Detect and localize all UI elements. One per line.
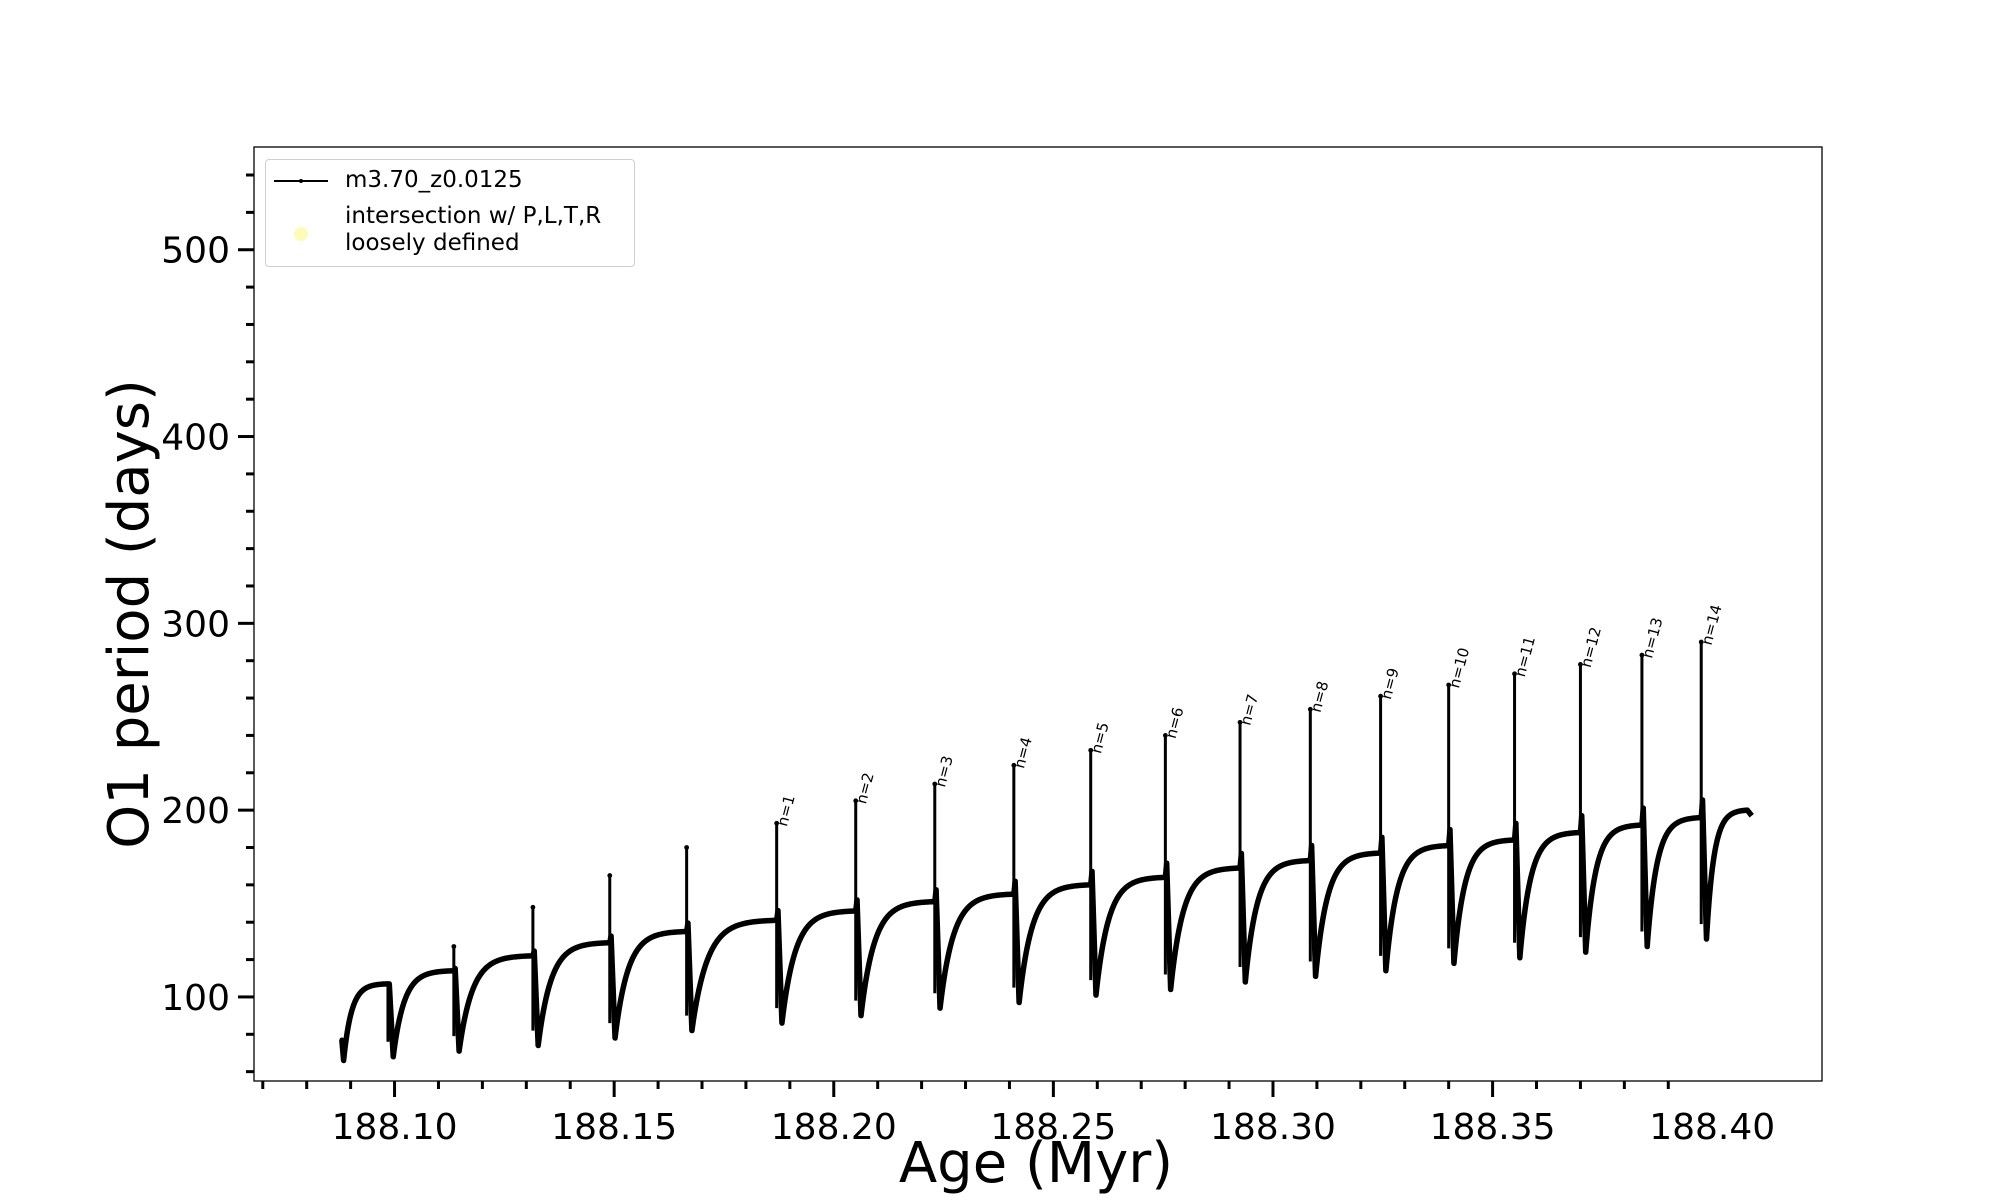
plot-frame: [253, 146, 1823, 1082]
pulse-peak-point: [1512, 671, 1517, 677]
pulse-peak-point: [530, 904, 536, 910]
legend-label-intersection: intersection w/ P,L,T,R loosely defined: [345, 203, 602, 256]
x-axis-title: Age (Myr): [899, 1131, 1173, 1196]
pulse-peak-point: [1307, 706, 1313, 712]
pulse-peak-point: [1162, 733, 1168, 738]
cycle-labels: n=1 n=2 n=3 n=4 n=5 n=6 n=7 n=8 n=9 n=10 n=11 n=12 n…: [773, 603, 1726, 829]
cycle-label: n=3: [931, 754, 957, 789]
x-tick-label: 188.20: [771, 1107, 897, 1148]
y-tick-label: 500: [161, 231, 230, 272]
x-axis: 188.10 188.15 188.20 188.25 188.30 188.35 188.…: [261, 1081, 1775, 1148]
series-start-point: [339, 1037, 345, 1043]
y-axis: 100 200 300 400 500: [161, 173, 254, 1074]
pulse-peak-point: [1578, 662, 1583, 667]
legend-point-swatch: [299, 179, 303, 183]
cycle-label: n=2: [852, 771, 878, 806]
cycle-label: n=6: [1162, 705, 1188, 740]
x-tick-label: 188.15: [551, 1107, 677, 1148]
pulse-peak-point: [932, 781, 938, 787]
cycle-label: n=7: [1236, 692, 1262, 727]
x-tick-label: 188.30: [1210, 1107, 1336, 1148]
pulse-peak-point: [1378, 693, 1383, 699]
pulse-peak-point: [1639, 652, 1645, 658]
pulse-peak-point: [1698, 639, 1704, 645]
x-tick-label: 188.10: [332, 1107, 458, 1148]
pulse-peak-point: [774, 820, 780, 826]
pulse-peak-point: [451, 944, 457, 949]
pulse-peak-point: [385, 981, 391, 987]
pulse-peak-point: [1237, 719, 1243, 725]
cycle-label: n=9: [1377, 666, 1403, 701]
x-tick-label: 188.40: [1649, 1107, 1775, 1148]
cycle-label: n=1: [773, 793, 799, 828]
cycle-label: n=4: [1010, 735, 1036, 770]
y-tick-label: 400: [161, 418, 230, 459]
legend: m3.70_z0.0125 intersection w/ P,L,T,R lo…: [265, 159, 635, 267]
pulse-peak-point: [607, 873, 613, 878]
series-layer: [339, 639, 1754, 1064]
pulse-peak-point: [684, 845, 690, 850]
pulse-peak-point: [1011, 762, 1017, 768]
y-tick-label: 100: [161, 978, 230, 1019]
cycle-label: n=14: [1698, 603, 1726, 647]
cycle-label: n=12: [1577, 625, 1605, 669]
cycle-label: n=10: [1445, 646, 1473, 690]
y-axis-title: O1 period (days): [97, 379, 162, 849]
y-tick-label: 300: [161, 604, 230, 645]
pulse-peak-point: [853, 798, 859, 804]
legend-label-series: m3.70_z0.0125: [345, 167, 523, 193]
series-line-m3-70-z0-0125: [339, 797, 1754, 1064]
cycle-label: n=8: [1307, 679, 1333, 714]
cycle-label: n=13: [1638, 616, 1666, 660]
y-tick-label: 200: [161, 791, 230, 832]
cycle-label: n=5: [1087, 720, 1113, 755]
pulse-peak-point: [1088, 747, 1094, 753]
legend-marker-intersection: [294, 227, 308, 241]
x-tick-label: 188.35: [1430, 1107, 1556, 1148]
pulse-peak-point: [1446, 682, 1452, 688]
x-tick-label: 188.25: [990, 1107, 1116, 1148]
cycle-label: n=11: [1511, 634, 1539, 678]
